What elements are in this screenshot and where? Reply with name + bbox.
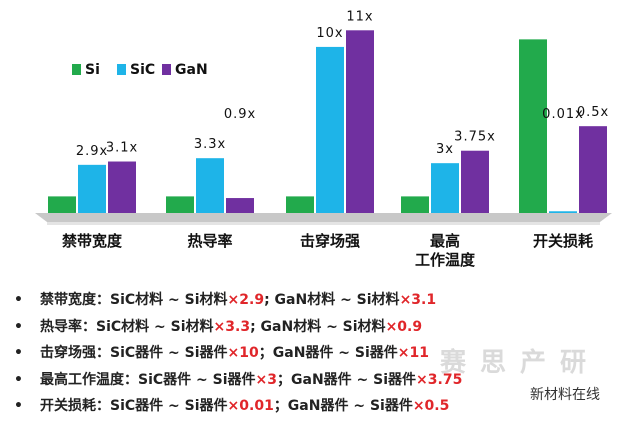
category-label: 热导率 (187, 232, 233, 250)
note-text: ×3.1 (399, 292, 437, 308)
bar (461, 150, 489, 213)
value-label: 3.1x (106, 141, 138, 156)
value-label: 0.9x (224, 107, 256, 122)
bar (48, 196, 76, 213)
note-text: ；GaN器件 ~ Si器件 (277, 371, 417, 388)
legend-label: SiC (130, 62, 155, 78)
note-text: 开关损耗：SiC器件 ~ Si器件 (40, 398, 228, 414)
bar (286, 196, 314, 213)
note-text: ×10 (227, 345, 259, 361)
watermark: 赛思产研 (440, 348, 601, 378)
note-text: ×3.75 (416, 371, 463, 388)
value-label: 10x (316, 26, 343, 41)
note-text: ×3 (255, 371, 278, 388)
bullet: • (14, 398, 23, 414)
note-text: ×2.9 (227, 292, 265, 308)
bar (166, 196, 194, 213)
bar (431, 163, 459, 213)
bar (108, 161, 136, 213)
legend-label: Si (85, 62, 100, 78)
note-text: 击穿场强：SiC器件 ~ Si器件 (40, 345, 228, 361)
value-label: 11x (346, 9, 373, 24)
note-text: ; GaN材料 ~ Si材料 (264, 292, 400, 308)
bar (401, 196, 429, 213)
bar (346, 30, 374, 213)
bullet: • (14, 318, 23, 335)
note-line: • 禁带宽度：SiC材料 ~ Si材料×2.9; GaN材料 ~ Si材料×3.1 (14, 289, 436, 309)
legend-swatch (162, 64, 171, 75)
note-text: ×0.5 (412, 398, 450, 414)
note-line: • 开关损耗：SiC器件 ~ Si器件×0.01；GaN器件 ~ Si器件×0.5 (14, 395, 449, 415)
category-label: 击穿场强 (299, 232, 360, 250)
bar (316, 46, 344, 214)
category-label: 最高 工作温度 (414, 232, 475, 269)
note-text: 最高工作温度：SiC器件 ~ Si器件 (40, 371, 256, 388)
legend-swatch (117, 64, 126, 75)
bar (579, 126, 607, 213)
value-label: 0.5x (577, 105, 609, 120)
note-text: ×0.01 (227, 398, 274, 414)
note-text: ; GaN材料 ~ Si材料 (250, 318, 386, 335)
bar (519, 39, 547, 214)
note-text: ×0.9 (385, 318, 423, 335)
floor-shadow (47, 222, 600, 225)
value-label: 3.75x (454, 130, 496, 145)
value-label: 0.01x (542, 107, 584, 122)
note-text: 热导率：SiC材料 ~ Si材料 (40, 318, 214, 335)
note-line: • 击穿场强：SiC器件 ~ Si器件×10；GaN器件 ~ Si器件×11 (14, 342, 429, 362)
floor (35, 213, 612, 222)
bar (78, 164, 106, 213)
note-text: 禁带宽度：SiC材料 ~ Si材料 (40, 292, 228, 308)
category-label: 开关损耗 (532, 232, 593, 250)
bar (226, 198, 254, 213)
bar (549, 211, 577, 213)
value-label: 2.9x (76, 144, 108, 159)
category-label: 禁带宽度 (61, 232, 122, 250)
note-text: ×3.3 (213, 318, 251, 335)
legend-label: GaN (175, 62, 208, 78)
bar (196, 158, 224, 213)
watermark: 新材料在线 (530, 387, 600, 403)
note-text: ；GaN器件 ~ Si器件 (258, 345, 398, 361)
note-line: • 最高工作温度：SiC器件 ~ Si器件×3；GaN器件 ~ Si器件×3.75 (14, 369, 462, 389)
legend-swatch (72, 64, 81, 75)
bullet: • (14, 371, 23, 388)
bullet: • (14, 345, 23, 361)
value-label: 3x (436, 142, 454, 157)
value-label: 3.3x (194, 137, 226, 152)
note-line: • 热导率：SiC材料 ~ Si材料×3.3; GaN材料 ~ Si材料×0.9 (14, 316, 422, 336)
note-text: ×11 (397, 345, 429, 361)
bullet: • (14, 292, 23, 308)
note-text: ；GaN器件 ~ Si器件 (273, 398, 413, 414)
